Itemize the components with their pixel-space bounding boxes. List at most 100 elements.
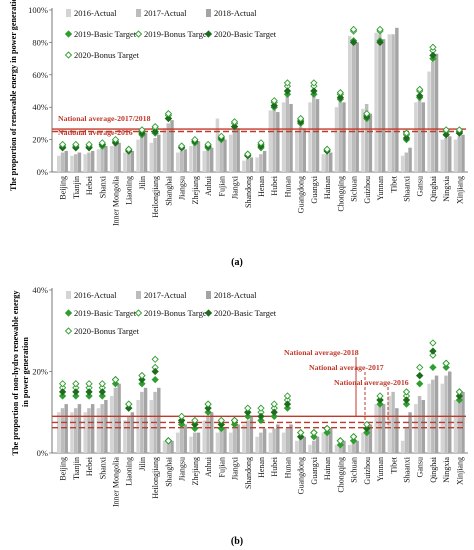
b-marker-2020-basic-target <box>151 367 159 376</box>
a-marker-2020-bonus-target <box>217 132 225 140</box>
a-category-label: Shanghai <box>164 175 173 206</box>
b-marker-2019-basic-target <box>204 408 212 416</box>
b-bar-2018-actual <box>143 387 148 453</box>
a-bar-2016-actual <box>361 108 365 172</box>
b-bar-2018-actual <box>342 440 346 453</box>
a-bar-2017-actual <box>140 136 144 172</box>
a-bar-2016-actual <box>281 102 286 172</box>
b-marker-2020-basic-target <box>125 404 133 412</box>
b-marker-2020-basic-target <box>98 388 106 396</box>
a-bar-2018-actual <box>302 128 306 172</box>
a-bar-2018-actual <box>461 134 465 172</box>
b-legend-label: 2019-Basic Target <box>74 308 137 318</box>
b-bar-2016-actual <box>255 436 259 453</box>
b-marker-2019-basic-target <box>283 404 292 412</box>
a-bar-2017-actual <box>285 95 290 172</box>
b-bar-2017-actual <box>206 416 210 453</box>
a-bar-2016-actual <box>347 35 352 172</box>
a-bar-2016-actual <box>400 155 405 172</box>
a-bar-2018-actual <box>262 150 267 172</box>
b-reference-label: National average-2018 <box>284 348 359 357</box>
a-bar-2016-actual <box>255 157 259 172</box>
a-category-label: Anhui <box>204 175 213 196</box>
a-bar-2017-actual <box>378 34 382 172</box>
b-bar-2018-actual <box>64 404 68 453</box>
b-legend-swatch <box>64 327 73 335</box>
b-category-label: Jilin <box>138 457 147 471</box>
b-marker-2020-basic-target <box>244 408 252 416</box>
a-bar-2016-actual <box>334 107 339 172</box>
a-bar-2018-actual <box>329 152 333 172</box>
a-legend-label: 2016-Actual <box>74 8 117 18</box>
a-bar-2017-actual <box>444 137 448 172</box>
a-category-label: Yunnan <box>376 176 385 200</box>
a-marker-2020-bonus-target <box>363 110 371 118</box>
a-reference-label: National average-2016 <box>58 128 133 137</box>
b-marker-2020-basic-target <box>270 408 278 416</box>
a-marker-2020-bonus-target <box>349 25 358 34</box>
a-category-label: Hunan <box>283 176 292 197</box>
a-legend-swatch <box>64 51 73 59</box>
b-bar-2018-actual <box>448 371 452 453</box>
a-marker-2020-bonus-target <box>455 126 464 134</box>
b-bar-2017-actual <box>312 440 316 453</box>
a-category-label: Xinjiang <box>455 176 464 204</box>
b-reference-label: National average-2016 <box>334 378 409 387</box>
b-marker-2020-basic-target <box>72 388 80 396</box>
b-legend-label: 2020-Bonus Target <box>74 326 140 336</box>
b-marker-2019-basic-target <box>270 412 278 420</box>
b-bar-2018-actual <box>434 375 439 453</box>
b-category-label: Anhui <box>204 456 213 477</box>
a-category-label: Shanxi <box>98 175 107 198</box>
a-bar-2018-actual <box>236 128 240 172</box>
b-marker-2020-bonus-target <box>310 428 318 437</box>
a-bar-2016-actual <box>57 155 61 172</box>
b-marker-2020-bonus-target <box>72 380 80 388</box>
b-marker-2020-basic-target <box>402 396 411 404</box>
a-bar-2018-actual <box>249 157 254 172</box>
b-marker-2020-bonus-target <box>429 339 437 347</box>
b-bar-2016-actual <box>347 444 352 453</box>
b-bar-2017-actual <box>417 395 422 453</box>
a-bar-2016-actual <box>136 139 140 172</box>
a-marker-2020-bonus-target <box>58 140 67 149</box>
a-bar-2017-actual <box>126 152 131 172</box>
b-bar-2016-actual <box>96 408 101 453</box>
b-category-label: Tianjin <box>72 457 81 480</box>
b-category-label: Hainan <box>323 457 332 480</box>
a-y-tick-label: 20% <box>32 135 48 145</box>
b-bar-2018-actual <box>196 432 201 453</box>
b-bar-2018-actual <box>117 383 121 453</box>
panel-b-y-axis-label: The proportion of non-hydro renewable en… <box>11 289 30 456</box>
a-marker-2020-bonus-target <box>164 110 173 118</box>
a-bar-2016-actual <box>162 128 167 172</box>
b-bar-2018-actual <box>355 440 359 453</box>
b-marker-2019-basic-target <box>349 437 358 445</box>
b-marker-2020-bonus-target <box>204 400 212 408</box>
a-y-tick-label: 100% <box>28 5 48 15</box>
b-bar-2017-actual <box>60 408 65 453</box>
a-legend-label: 2019-Basic Target <box>74 29 137 39</box>
b-bar-2018-actual <box>262 428 267 453</box>
b-marker-2019-bonus-target <box>429 351 437 359</box>
a-bar-2018-actual <box>223 139 227 172</box>
b-bar-2018-actual <box>249 416 254 453</box>
b-legend-swatch <box>206 291 211 299</box>
a-bar-2018-actual <box>276 112 280 172</box>
b-marker-2019-basic-target <box>230 420 239 429</box>
a-y-tick-label: 0% <box>37 167 48 177</box>
a-bar-2016-actual <box>321 154 325 172</box>
a-bar-2018-actual <box>130 150 135 172</box>
a-category-label: Sichuan <box>350 176 359 202</box>
a-bar-2018-actual <box>434 53 439 172</box>
a-bar-2018-actual <box>448 136 452 172</box>
b-bar-2018-actual <box>395 408 399 453</box>
b-category-label: Shanxi <box>98 456 107 479</box>
b-marker-2020-basic-target <box>455 392 464 400</box>
a-marker-2020-bonus-target <box>323 145 331 153</box>
a-marker-2020-basic-target <box>283 87 292 95</box>
b-marker-2019-basic-target <box>151 376 159 384</box>
b-bar-2018-actual <box>381 404 386 453</box>
b-marker-2020-basic-target <box>204 404 212 412</box>
a-category-label: Guizhou <box>363 176 372 204</box>
